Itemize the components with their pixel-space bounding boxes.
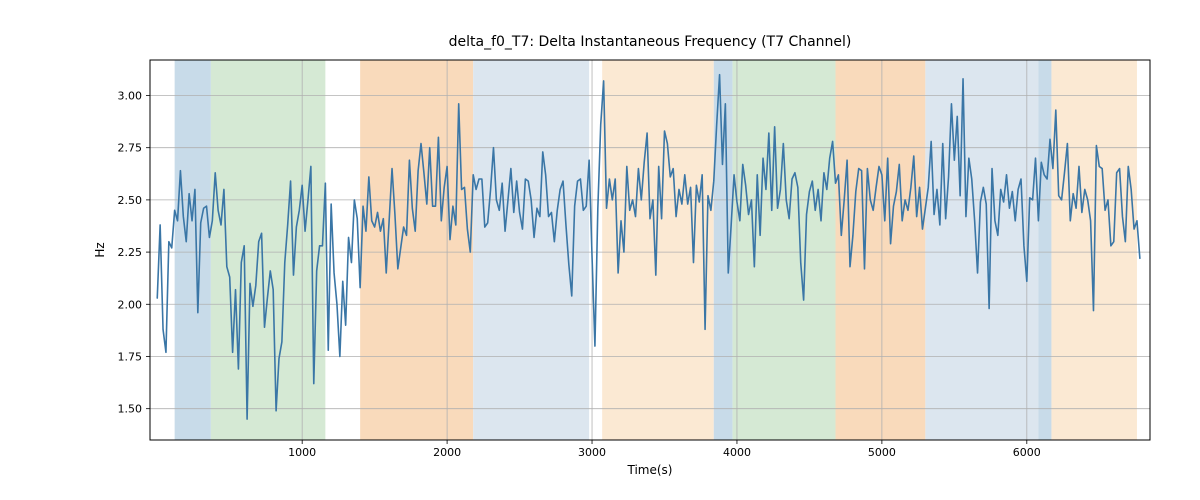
x-tick-label: 2000 bbox=[433, 446, 461, 459]
plot-area bbox=[146, 60, 1150, 444]
band bbox=[360, 60, 473, 440]
chart-title: delta_f0_T7: Delta Instantaneous Frequen… bbox=[449, 34, 852, 50]
y-axis-label: Hz bbox=[93, 242, 107, 257]
y-tick-label: 3.00 bbox=[118, 89, 143, 102]
y-tick-label: 2.75 bbox=[118, 142, 143, 155]
band bbox=[733, 60, 836, 440]
x-tick-label: 1000 bbox=[288, 446, 316, 459]
x-tick-label: 4000 bbox=[723, 446, 751, 459]
x-tick-label: 6000 bbox=[1013, 446, 1041, 459]
band bbox=[1038, 60, 1051, 440]
y-tick-label: 2.25 bbox=[118, 246, 143, 259]
chart-container: 1000 2000 3000 4000 5000 6000 1.50 1.75 2.00 2.2… bbox=[0, 0, 1200, 500]
y-tick-label: 1.75 bbox=[118, 350, 143, 363]
x-axis-label: Time(s) bbox=[627, 463, 673, 477]
y-tick-label: 1.50 bbox=[118, 403, 143, 416]
y-tick-label: 2.50 bbox=[118, 194, 143, 207]
band bbox=[175, 60, 211, 440]
band bbox=[925, 60, 1038, 440]
x-tick-label: 3000 bbox=[578, 446, 606, 459]
line-chart: 1000 2000 3000 4000 5000 6000 1.50 1.75 2.00 2.2… bbox=[0, 0, 1200, 500]
band bbox=[211, 60, 325, 440]
y-tick-label: 2.00 bbox=[118, 298, 143, 311]
band bbox=[473, 60, 589, 440]
x-tick-label: 5000 bbox=[868, 446, 896, 459]
